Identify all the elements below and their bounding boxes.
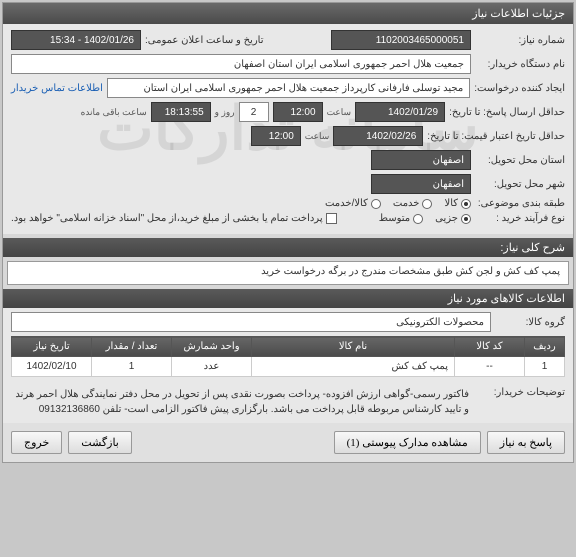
buyer-notes-label: توضیحات خریدار: [475, 387, 565, 417]
category-radio-group: کالا خدمت کالا/خدمت [325, 198, 471, 209]
cell-code: -- [455, 357, 525, 377]
form-area: سامانه تدارکات شماره نیاز: 1102003465000… [3, 24, 573, 234]
payment-check[interactable]: پرداخت تمام یا بخشی از مبلغ خرید،از محل … [11, 213, 337, 224]
panel-title: جزئیات اطلاعات نیاز [472, 8, 565, 20]
radio-service-label: خدمت [393, 198, 420, 209]
payment-note-label: پرداخت تمام یا بخشی از مبلغ خرید،از محل … [11, 213, 323, 224]
th-code: کد کالا [455, 337, 525, 357]
radio-dot-icon [371, 199, 381, 209]
row-requester: ایجاد کننده درخواست: مجید توسلی فارفانی … [11, 78, 565, 98]
th-date: تاریخ نیاز [12, 337, 92, 357]
row-city: استان محل تحویل: اصفهان [11, 150, 565, 170]
items-area: گروه کالا: محصولات الکترونیکی ردیف کد کا… [3, 308, 573, 381]
row-category: طبقه بندی موضوعی: کالا خدمت کالا/خدمت [11, 198, 565, 209]
cell-row: 1 [525, 357, 565, 377]
cell-unit: عدد [172, 357, 252, 377]
table-header-row: ردیف کد کالا نام کالا واحد شمارش تعداد /… [12, 337, 565, 357]
row-process: نوع فرآیند خرید : جزیی متوسط پرداخت تمام… [11, 213, 565, 224]
city2-label: شهر محل تحویل: [475, 179, 565, 190]
requester-field: مجید توسلی فارفانی کارپرداز جمعیت هلال ا… [107, 78, 470, 98]
need-number-label: شماره نیاز: [475, 35, 565, 46]
row-buyer-org: نام دستگاه خریدار: جمعیت هلال احمر جمهور… [11, 54, 565, 74]
radio-dot-icon [461, 214, 471, 224]
cell-date: 1402/02/10 [12, 357, 92, 377]
button-bar: پاسخ به نیاز مشاهده مدارک پیوستی (1) باز… [3, 423, 573, 462]
announce-label: تاریخ و ساعت اعلان عمومی: [145, 35, 264, 46]
response-date-field: 1402/01/29 [355, 102, 445, 122]
contact-link[interactable]: اطلاعات تماس خریدار [11, 83, 103, 94]
time-label-1: ساعت [327, 107, 352, 118]
items-table: ردیف کد کالا نام کالا واحد شمارش تعداد /… [11, 336, 565, 377]
requester-label: ایجاد کننده درخواست: [474, 83, 565, 94]
exit-button[interactable]: خروج [11, 431, 62, 454]
buyer-desc-area: توضیحات خریدار: فاکتور رسمی-گواهی ارزش ا… [3, 381, 573, 423]
radio-direct[interactable]: جزیی [435, 213, 471, 224]
announce-field: 1402/01/26 - 15:34 [11, 30, 141, 50]
category-label: طبقه بندی موضوعی: [475, 198, 565, 209]
time-label-2: ساعت [305, 131, 330, 142]
row-group: گروه کالا: محصولات الکترونیکی [11, 312, 565, 332]
validity-label: حداقل تاریخ اعتبار قیمت: تا تاریخ: [427, 131, 565, 142]
attachments-button[interactable]: مشاهده مدارک پیوستی (1) [334, 431, 481, 454]
main-panel: جزئیات اطلاعات نیاز سامانه تدارکات شماره… [2, 2, 574, 463]
need-desc-label: شرح کلی نیاز: [500, 242, 565, 254]
row-response-deadline: حداقل ارسال پاسخ: تا تاریخ: 1402/01/29 س… [11, 102, 565, 122]
day-label: روز و [215, 107, 235, 118]
city-field: اصفهان [371, 150, 471, 170]
radio-dot-icon [413, 214, 423, 224]
time-remain-suffix: ساعت باقی مانده [81, 107, 147, 118]
table-row[interactable]: 1 -- پمپ کف کش عدد 1 1402/02/10 [12, 357, 565, 377]
th-unit: واحد شمارش [172, 337, 252, 357]
panel-header: جزئیات اطلاعات نیاز [3, 3, 573, 24]
items-title: اطلاعات کالاهای مورد نیاز [448, 293, 565, 305]
need-number-field: 1102003465000051 [331, 30, 471, 50]
radio-dot-icon [461, 199, 471, 209]
radio-dot-icon [422, 199, 432, 209]
cell-qty: 1 [92, 357, 172, 377]
process-label: نوع فرآیند خرید : [475, 213, 565, 224]
row-city2: شهر محل تحویل: اصفهان [11, 174, 565, 194]
th-qty: تعداد / مقدار [92, 337, 172, 357]
back-button[interactable]: بازگشت [68, 431, 132, 454]
validity-time-field: 12:00 [251, 126, 301, 146]
radio-mid[interactable]: متوسط [379, 213, 423, 224]
th-row: ردیف [525, 337, 565, 357]
cell-name: پمپ کف کش [252, 357, 455, 377]
radio-direct-label: جزیی [435, 213, 458, 224]
city-label: استان محل تحویل: [475, 155, 565, 166]
row-validity: حداقل تاریخ اعتبار قیمت: تا تاریخ: 1402/… [11, 126, 565, 146]
need-desc-box: پمپ کف کش و لجن کش طبق مشخصات مندرج در ب… [7, 261, 569, 285]
time-remain-field: 18:13:55 [151, 102, 211, 122]
buyer-org-label: نام دستگاه خریدار: [475, 59, 565, 70]
radio-goods[interactable]: کالا [444, 198, 471, 209]
process-radio-group: جزیی متوسط [379, 213, 471, 224]
respond-button[interactable]: پاسخ به نیاز [487, 431, 565, 454]
group-label: گروه کالا: [495, 317, 565, 328]
radio-mid-label: متوسط [379, 213, 410, 224]
row-need-number: شماره نیاز: 1102003465000051 تاریخ و ساع… [11, 30, 565, 50]
radio-both-label: کالا/خدمت [325, 198, 368, 209]
validity-date-field: 1402/02/26 [333, 126, 423, 146]
checkbox-icon [326, 213, 337, 224]
days-remain-field: 2 [239, 102, 269, 122]
response-label: حداقل ارسال پاسخ: تا تاریخ: [449, 107, 565, 118]
items-header: اطلاعات کالاهای مورد نیاز [3, 289, 573, 308]
radio-service[interactable]: خدمت [393, 198, 433, 209]
city2-field: اصفهان [371, 174, 471, 194]
radio-both[interactable]: کالا/خدمت [325, 198, 381, 209]
buyer-org-field: جمعیت هلال احمر جمهوری اسلامی ایران استا… [11, 54, 471, 74]
th-name: نام کالا [252, 337, 455, 357]
group-field: محصولات الکترونیکی [11, 312, 491, 332]
buyer-notes-text: فاکتور رسمی-گواهی ارزش افزوده- پرداخت بص… [11, 387, 469, 417]
response-time-field: 12:00 [273, 102, 323, 122]
need-desc-header: شرح کلی نیاز: [3, 238, 573, 257]
radio-goods-label: کالا [444, 198, 458, 209]
